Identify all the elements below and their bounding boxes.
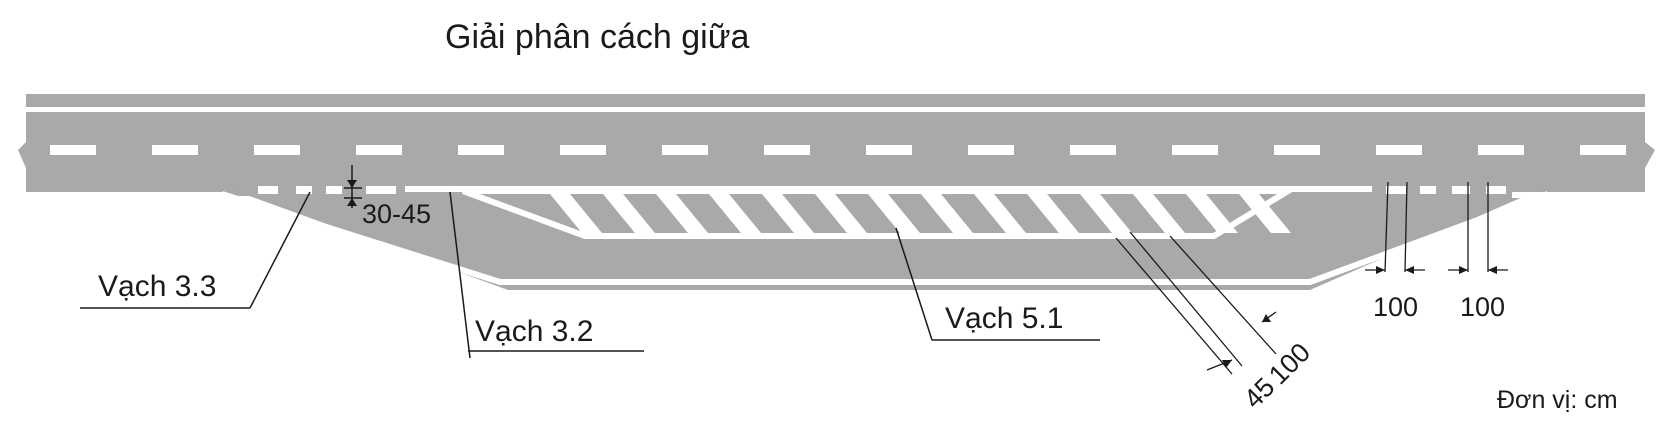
center-dash — [560, 145, 606, 155]
hatch-stripe — [1239, 194, 1291, 233]
center-dash — [356, 145, 402, 155]
center-dash — [1172, 145, 1218, 155]
center-dashed-line — [50, 145, 1626, 155]
center-dash — [968, 145, 1014, 155]
dash-length-label-1: 100 — [1373, 292, 1418, 322]
hatch-stripe — [1027, 194, 1079, 233]
dash-length-label-2: 100 — [1460, 292, 1505, 322]
short-dash — [258, 186, 278, 194]
dash-arrow-2b — [1488, 266, 1497, 274]
gap-arrow-bottom — [347, 198, 357, 206]
center-dash — [1376, 145, 1422, 155]
hatch-stripe — [921, 194, 973, 233]
hatch-stripe — [550, 194, 602, 233]
leader-5-1 — [895, 227, 933, 341]
short-dash — [326, 186, 342, 194]
hatch-stripe — [974, 194, 1026, 233]
label-marking-5-1: Vạch 5.1 — [945, 302, 1063, 335]
top-edge-line — [26, 107, 1645, 112]
short-dash — [1452, 186, 1470, 194]
center-dash — [1274, 145, 1320, 155]
hatch-stripe — [1080, 194, 1132, 233]
stripe-dim-line-1 — [1115, 237, 1233, 375]
stripe-dim-line-2 — [1129, 231, 1243, 367]
stripe-spacing-label: 100 — [1263, 337, 1316, 390]
center-dash — [764, 145, 810, 155]
center-dash — [254, 145, 300, 155]
hatch-stripe — [815, 194, 867, 233]
center-dash — [1070, 145, 1116, 155]
stripe-dim-line-3 — [1169, 235, 1277, 355]
label-marking-3-2: Vạch 3.2 — [475, 315, 593, 348]
short-dash — [1420, 186, 1436, 194]
hatch-stripe — [1133, 194, 1185, 233]
main-carriageway — [18, 94, 1655, 196]
label-marking-3-3: Vạch 3.3 — [98, 270, 216, 303]
gap-width-label: 30-45 — [362, 199, 431, 229]
short-dash — [1386, 186, 1406, 194]
unit-note: Đơn vị: cm — [1497, 386, 1618, 414]
right-short-dashes — [1386, 186, 1506, 194]
lower-edge-line — [221, 191, 1550, 285]
dash-arrow-2a — [1459, 266, 1468, 274]
hatch-stripe — [656, 194, 708, 233]
gap-arrow-top — [347, 180, 357, 188]
center-dash — [1580, 145, 1626, 155]
center-dash — [662, 145, 708, 155]
center-dash — [458, 145, 504, 155]
hatch-stripe — [603, 194, 655, 233]
center-dash — [50, 145, 96, 155]
bottom-edge-line-right — [1512, 192, 1645, 198]
center-dash — [1478, 145, 1524, 155]
marking-5-1-outline — [461, 188, 1299, 239]
dash-arrow-1a — [1376, 266, 1385, 274]
stripe-arrow-b — [1262, 314, 1271, 322]
hatch-stripe — [762, 194, 814, 233]
center-dash — [866, 145, 912, 155]
short-dash — [296, 186, 312, 194]
center-dash — [152, 145, 198, 155]
bottom-edge-line-left — [26, 192, 226, 198]
stripe-arrow-a — [1222, 360, 1232, 368]
dash-arrow-1b — [1405, 266, 1414, 274]
marking-5-1-hatch-stripes — [550, 194, 1291, 233]
leader-3-2 — [449, 191, 471, 359]
dash-dim-ext-1a — [1384, 181, 1389, 273]
leader-3-3 — [249, 191, 311, 309]
hatch-stripe — [868, 194, 920, 233]
marking-3-3-dashes — [258, 186, 396, 194]
short-dash — [366, 186, 396, 194]
diagram-title: Giải phân cách giữa — [445, 18, 749, 56]
hatch-stripe — [1186, 194, 1238, 233]
dash-dim-ext-1b — [1404, 181, 1408, 273]
short-dash — [1486, 186, 1506, 194]
hatch-stripe — [709, 194, 761, 233]
